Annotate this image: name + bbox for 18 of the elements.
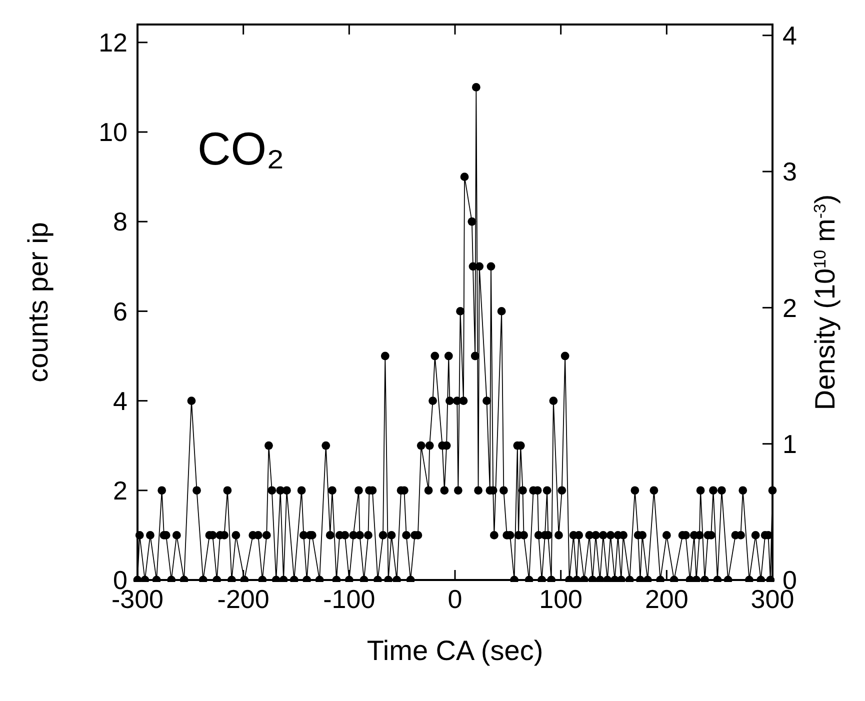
y-tick-label: 12 [98,28,128,58]
x-tick-label: -100 [323,584,376,614]
y2-tick-label: 3 [782,156,797,187]
x-tick-label: 0 [448,584,462,614]
y2-tick-label: 4 [782,20,797,50]
y2-tick-label: 1 [782,428,797,459]
x-axis-title: Time CA (sec) [366,635,544,666]
x-tick-label: 200 [644,584,688,614]
y-axis-title: counts per ip [22,222,54,382]
x-tick-label: -200 [217,584,270,614]
y-tick-label: 6 [113,296,128,326]
y-tick-label: 4 [113,386,128,416]
y2-tick-label: 2 [782,292,797,323]
y-tick-label: 2 [113,476,128,506]
annotation: CO₂ [198,122,284,174]
y-tick-label: 8 [113,206,128,237]
y-tick-label: 10 [98,117,128,148]
x-tick-label: 100 [539,584,583,614]
